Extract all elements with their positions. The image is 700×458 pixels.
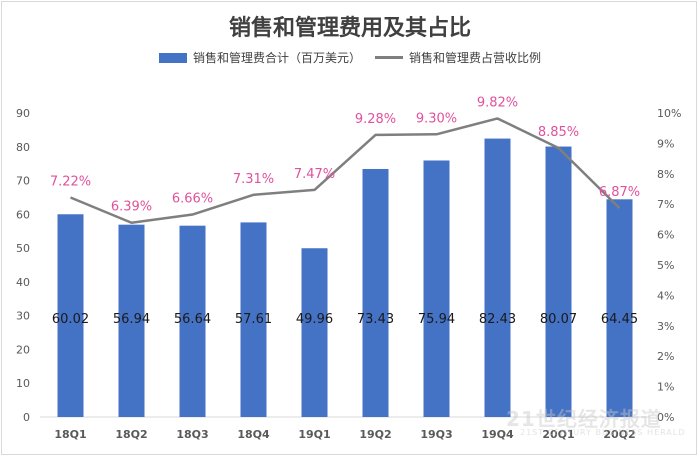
x-tick-label: 18Q2 — [115, 428, 147, 441]
bar-data-label: 75.94 — [418, 312, 455, 327]
line-data-label: 6.66% — [172, 192, 213, 207]
line-data-label: 7.47% — [294, 167, 335, 182]
y-left-tick-label: 0 — [23, 411, 30, 424]
bar — [118, 224, 145, 417]
bar — [362, 168, 389, 417]
bar — [423, 160, 450, 417]
y-right-tick-label: 8% — [657, 168, 674, 181]
x-tick-label: 19Q3 — [420, 428, 452, 441]
line-data-label: 9.30% — [416, 111, 457, 126]
y-left-tick-label: 40 — [16, 276, 30, 289]
y-right-tick-label: 10% — [657, 107, 681, 120]
y-right-tick-label: 7% — [657, 198, 674, 211]
y-left-tick-label: 80 — [16, 141, 30, 154]
x-tick-label: 19Q4 — [481, 428, 514, 441]
y-right-tick-label: 9% — [657, 137, 674, 150]
bar-data-label: 60.02 — [52, 312, 89, 327]
line-data-label: 8.85% — [538, 125, 579, 140]
bar — [57, 214, 84, 417]
bar-data-label: 49.96 — [296, 312, 333, 327]
x-tick-label: 20Q1 — [542, 428, 574, 441]
bar-data-label: 82.43 — [479, 312, 516, 327]
line-data-label: 7.31% — [233, 172, 274, 187]
y-left-tick-label: 10 — [16, 377, 30, 390]
bar-data-label: 56.64 — [174, 312, 211, 327]
chart-title: 销售和管理费用及其占比 — [228, 16, 471, 41]
legend-swatch-line — [375, 56, 403, 59]
chart-legend: 销售和管理费合计（百万美元） 销售和管理费占营收比例 — [0, 49, 700, 66]
legend-label-bar: 销售和管理费合计（百万美元） — [192, 51, 361, 65]
x-tick-label: 19Q1 — [298, 428, 330, 441]
bar-data-label: 64.45 — [601, 312, 638, 327]
y-right-tick-label: 3% — [657, 320, 674, 333]
watermark-subtext: 21ST CENTURY BUSINESS HERALD — [520, 428, 686, 437]
x-tick-label: 18Q1 — [54, 428, 86, 441]
bar — [484, 138, 511, 418]
line-data-label: 9.28% — [355, 112, 396, 127]
y-right-tick-label: 5% — [657, 259, 674, 272]
bar-data-label: 57.61 — [235, 312, 272, 327]
y-left-tick-label: 30 — [16, 310, 30, 323]
bar — [240, 222, 267, 417]
y-left-tick-label: 50 — [16, 242, 30, 255]
x-tick-label: 20Q2 — [603, 428, 635, 441]
bar — [301, 248, 328, 417]
y-right-tick-label: 0% — [657, 411, 674, 424]
line-data-label: 6.39% — [111, 200, 152, 215]
legend-swatch-bar — [158, 52, 187, 63]
y-right-tick-label: 1% — [657, 381, 674, 394]
x-tick-label: 19Q2 — [359, 428, 391, 441]
bar — [606, 199, 633, 417]
y-left-tick-label: 60 — [16, 208, 30, 221]
line-data-label: 6.87% — [599, 185, 640, 200]
y-right-tick-label: 4% — [657, 289, 674, 302]
bar — [179, 225, 206, 417]
bar-data-label: 56.94 — [113, 312, 150, 327]
series-line — [70, 117, 621, 224]
x-tick-label: 18Q4 — [237, 428, 270, 441]
line-data-label: 9.82% — [477, 95, 518, 110]
bar-data-label: 73.43 — [357, 312, 394, 327]
watermark-text: 21世纪经济报道 — [506, 407, 662, 431]
bar — [545, 146, 572, 418]
legend-label-line: 销售和管理费占营收比例 — [409, 51, 542, 65]
y-left-tick-label: 90 — [16, 107, 30, 120]
legend-item-line: 销售和管理费占营收比例 — [375, 49, 541, 66]
bar-data-label: 80.07 — [540, 312, 577, 327]
line-data-label: 7.22% — [50, 175, 91, 190]
y-left-tick-label: 70 — [16, 175, 30, 188]
legend-item-bar: 销售和管理费合计（百万美元） — [158, 49, 361, 66]
y-right-tick-label: 6% — [657, 229, 674, 242]
y-right-tick-label: 2% — [657, 350, 674, 363]
x-tick-label: 18Q3 — [176, 428, 208, 441]
y-left-tick-label: 20 — [16, 343, 30, 356]
